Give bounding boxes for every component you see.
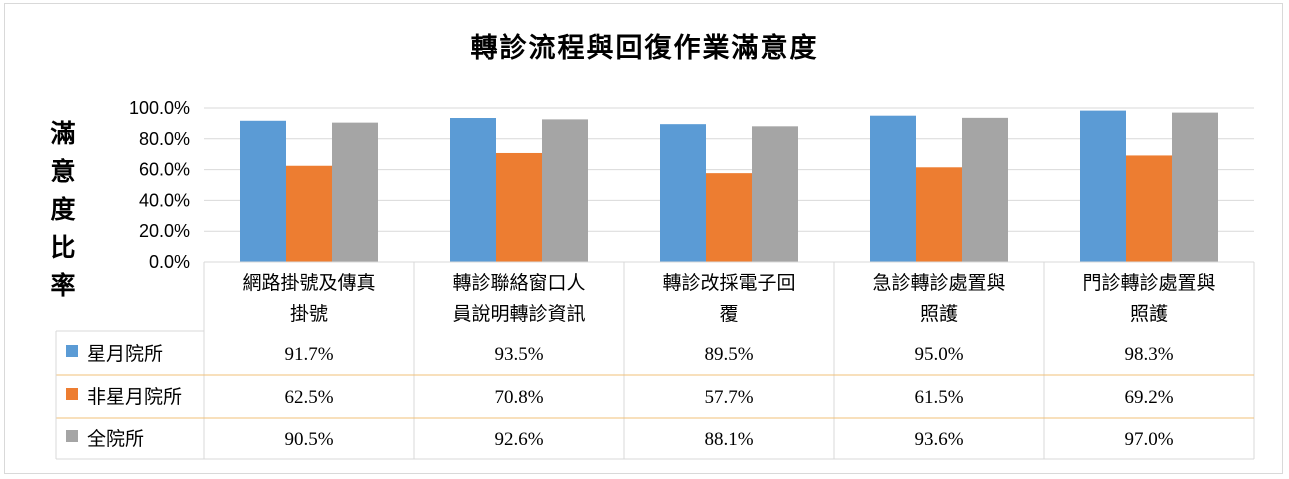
y-axis-label-char: 意: [50, 157, 76, 186]
category-label: 覆: [719, 303, 738, 325]
y-axis-label-char: 比: [50, 233, 76, 262]
table-value: 69.2%: [1124, 387, 1173, 408]
table-value: 95.0%: [914, 344, 963, 365]
chart-title: 轉診流程與回復作業滿意度: [470, 33, 819, 64]
table-value: 98.3%: [1124, 344, 1173, 365]
legend-label: 全院所: [87, 428, 144, 450]
table-value: 91.7%: [284, 344, 333, 365]
table-value: 89.5%: [704, 344, 753, 365]
bar: [450, 118, 496, 262]
table-value: 93.6%: [914, 429, 963, 450]
category-label: 轉診聯絡窗口人: [452, 272, 585, 294]
bar: [962, 117, 1008, 262]
y-axis-label-char: 率: [50, 271, 76, 300]
table-value: 92.6%: [494, 429, 543, 450]
category-label: 急診轉診處置與: [872, 272, 1005, 294]
category-label: 網路掛號及傳真: [242, 272, 375, 294]
legend-label: 星月院所: [87, 343, 163, 365]
table-value: 62.5%: [284, 387, 333, 408]
chart-frame: [4, 3, 1283, 474]
y-axis-label-char: 度: [50, 195, 76, 224]
table-value: 90.5%: [284, 429, 333, 450]
y-tick-label: 40.0%: [139, 190, 190, 210]
category-label: 掛號: [290, 303, 328, 325]
y-tick-label: 80.0%: [139, 129, 190, 149]
legend-key: [66, 345, 78, 357]
category-label: 照護: [1130, 303, 1168, 325]
table-value: 61.5%: [914, 387, 963, 408]
category-label: 員說明轉診資訊: [452, 303, 585, 325]
bar: [496, 152, 542, 262]
table-value: 93.5%: [494, 344, 543, 365]
y-tick-label: 20.0%: [139, 221, 190, 241]
category-label: 轉診改採電子回: [662, 272, 795, 294]
y-axis-label: 滿意度比率: [46, 115, 80, 305]
bar: [660, 124, 706, 262]
bar: [1126, 155, 1172, 262]
y-tick-label: 0.0%: [149, 252, 190, 272]
table-value: 57.7%: [704, 387, 753, 408]
legend-key: [66, 388, 78, 400]
table-value: 70.8%: [494, 387, 543, 408]
y-tick-label: 60.0%: [139, 160, 190, 180]
table-value: 88.1%: [704, 429, 753, 450]
table-value: 97.0%: [1124, 429, 1173, 450]
bar: [332, 122, 378, 262]
bar: [542, 119, 588, 263]
category-label: 門診轉診處置與: [1082, 272, 1215, 294]
legend-key: [66, 430, 78, 442]
bar: [240, 120, 286, 262]
bar: [1172, 112, 1218, 263]
bar: [870, 115, 916, 262]
y-axis-label-char: 滿: [50, 119, 76, 148]
bar: [1080, 110, 1126, 262]
bar: [916, 167, 962, 262]
y-tick-label: 100.0%: [129, 98, 190, 118]
bar: [752, 126, 798, 263]
bar: [286, 165, 332, 262]
category-label: 照護: [920, 303, 958, 325]
bar: [706, 173, 752, 262]
legend-label: 非星月院所: [87, 386, 182, 408]
